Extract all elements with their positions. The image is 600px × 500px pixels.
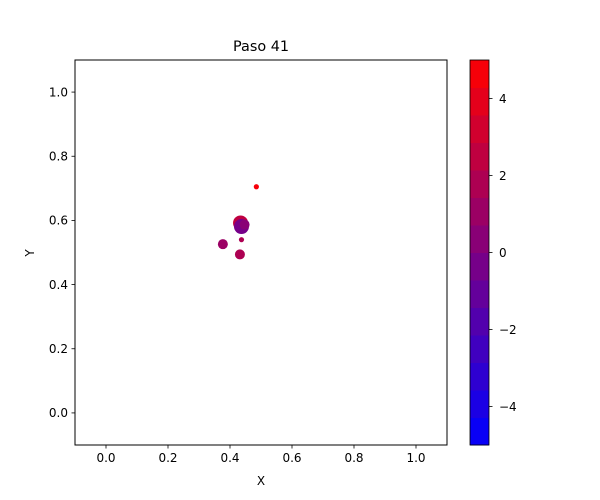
x-tick-label: 1.0	[406, 451, 425, 465]
y-tick-label: 0.8	[49, 150, 68, 164]
chart-title: Paso 41	[233, 39, 289, 55]
x-tick-label: 0.2	[158, 451, 177, 465]
x-tick-label: 0.6	[282, 451, 301, 465]
y-axis-label: Y	[23, 249, 37, 258]
scatter-point	[234, 249, 245, 260]
scatter-point	[253, 184, 259, 190]
colorbar: −4 −2 0 2 4	[469, 59, 517, 446]
colorbar-band	[470, 225, 489, 253]
x-tick-label: 0.8	[344, 451, 363, 465]
colorbar-band	[470, 390, 489, 418]
colorbar-band	[470, 417, 489, 446]
colorbar-band	[470, 60, 489, 88]
colorbar-band	[470, 280, 489, 308]
x-tick-label: 0.0	[96, 451, 115, 465]
x-tick-label: 0.4	[220, 451, 239, 465]
colorbar-band	[470, 197, 489, 226]
plot-area-frame	[74, 59, 448, 446]
colorbar-band	[470, 307, 489, 336]
colorbar-band	[470, 115, 489, 143]
y-tick-label: 1.0	[49, 85, 68, 99]
scatter-point	[217, 239, 228, 250]
x-axis-label: X	[257, 474, 265, 488]
y-tick-label: 0.2	[49, 342, 68, 356]
colorbar-band	[470, 362, 489, 391]
colorbar-tick-label: −4	[499, 400, 517, 414]
colorbar-band	[470, 252, 489, 281]
colorbar-tick-label: 0	[499, 246, 507, 260]
colorbar-tick-label: −2	[499, 323, 517, 337]
colorbar-tick-label: 4	[499, 92, 507, 106]
colorbar-band	[470, 87, 489, 116]
y-axis-ticks: 0.0 0.2 0.4 0.6 0.8 1.0	[49, 85, 75, 420]
colorbar-tick-label: 2	[499, 169, 507, 183]
y-tick-label: 0.0	[49, 406, 68, 420]
colorbar-band	[470, 335, 489, 363]
colorbar-band	[470, 170, 489, 198]
y-tick-label: 0.6	[49, 214, 68, 228]
scatter-point	[238, 237, 245, 243]
scatter-points	[217, 184, 259, 260]
colorbar-band	[470, 142, 489, 171]
scatter-point	[239, 219, 250, 230]
y-tick-label: 0.4	[49, 278, 68, 292]
x-axis-ticks: 0.0 0.2 0.4 0.6 0.8 1.0	[96, 445, 426, 465]
